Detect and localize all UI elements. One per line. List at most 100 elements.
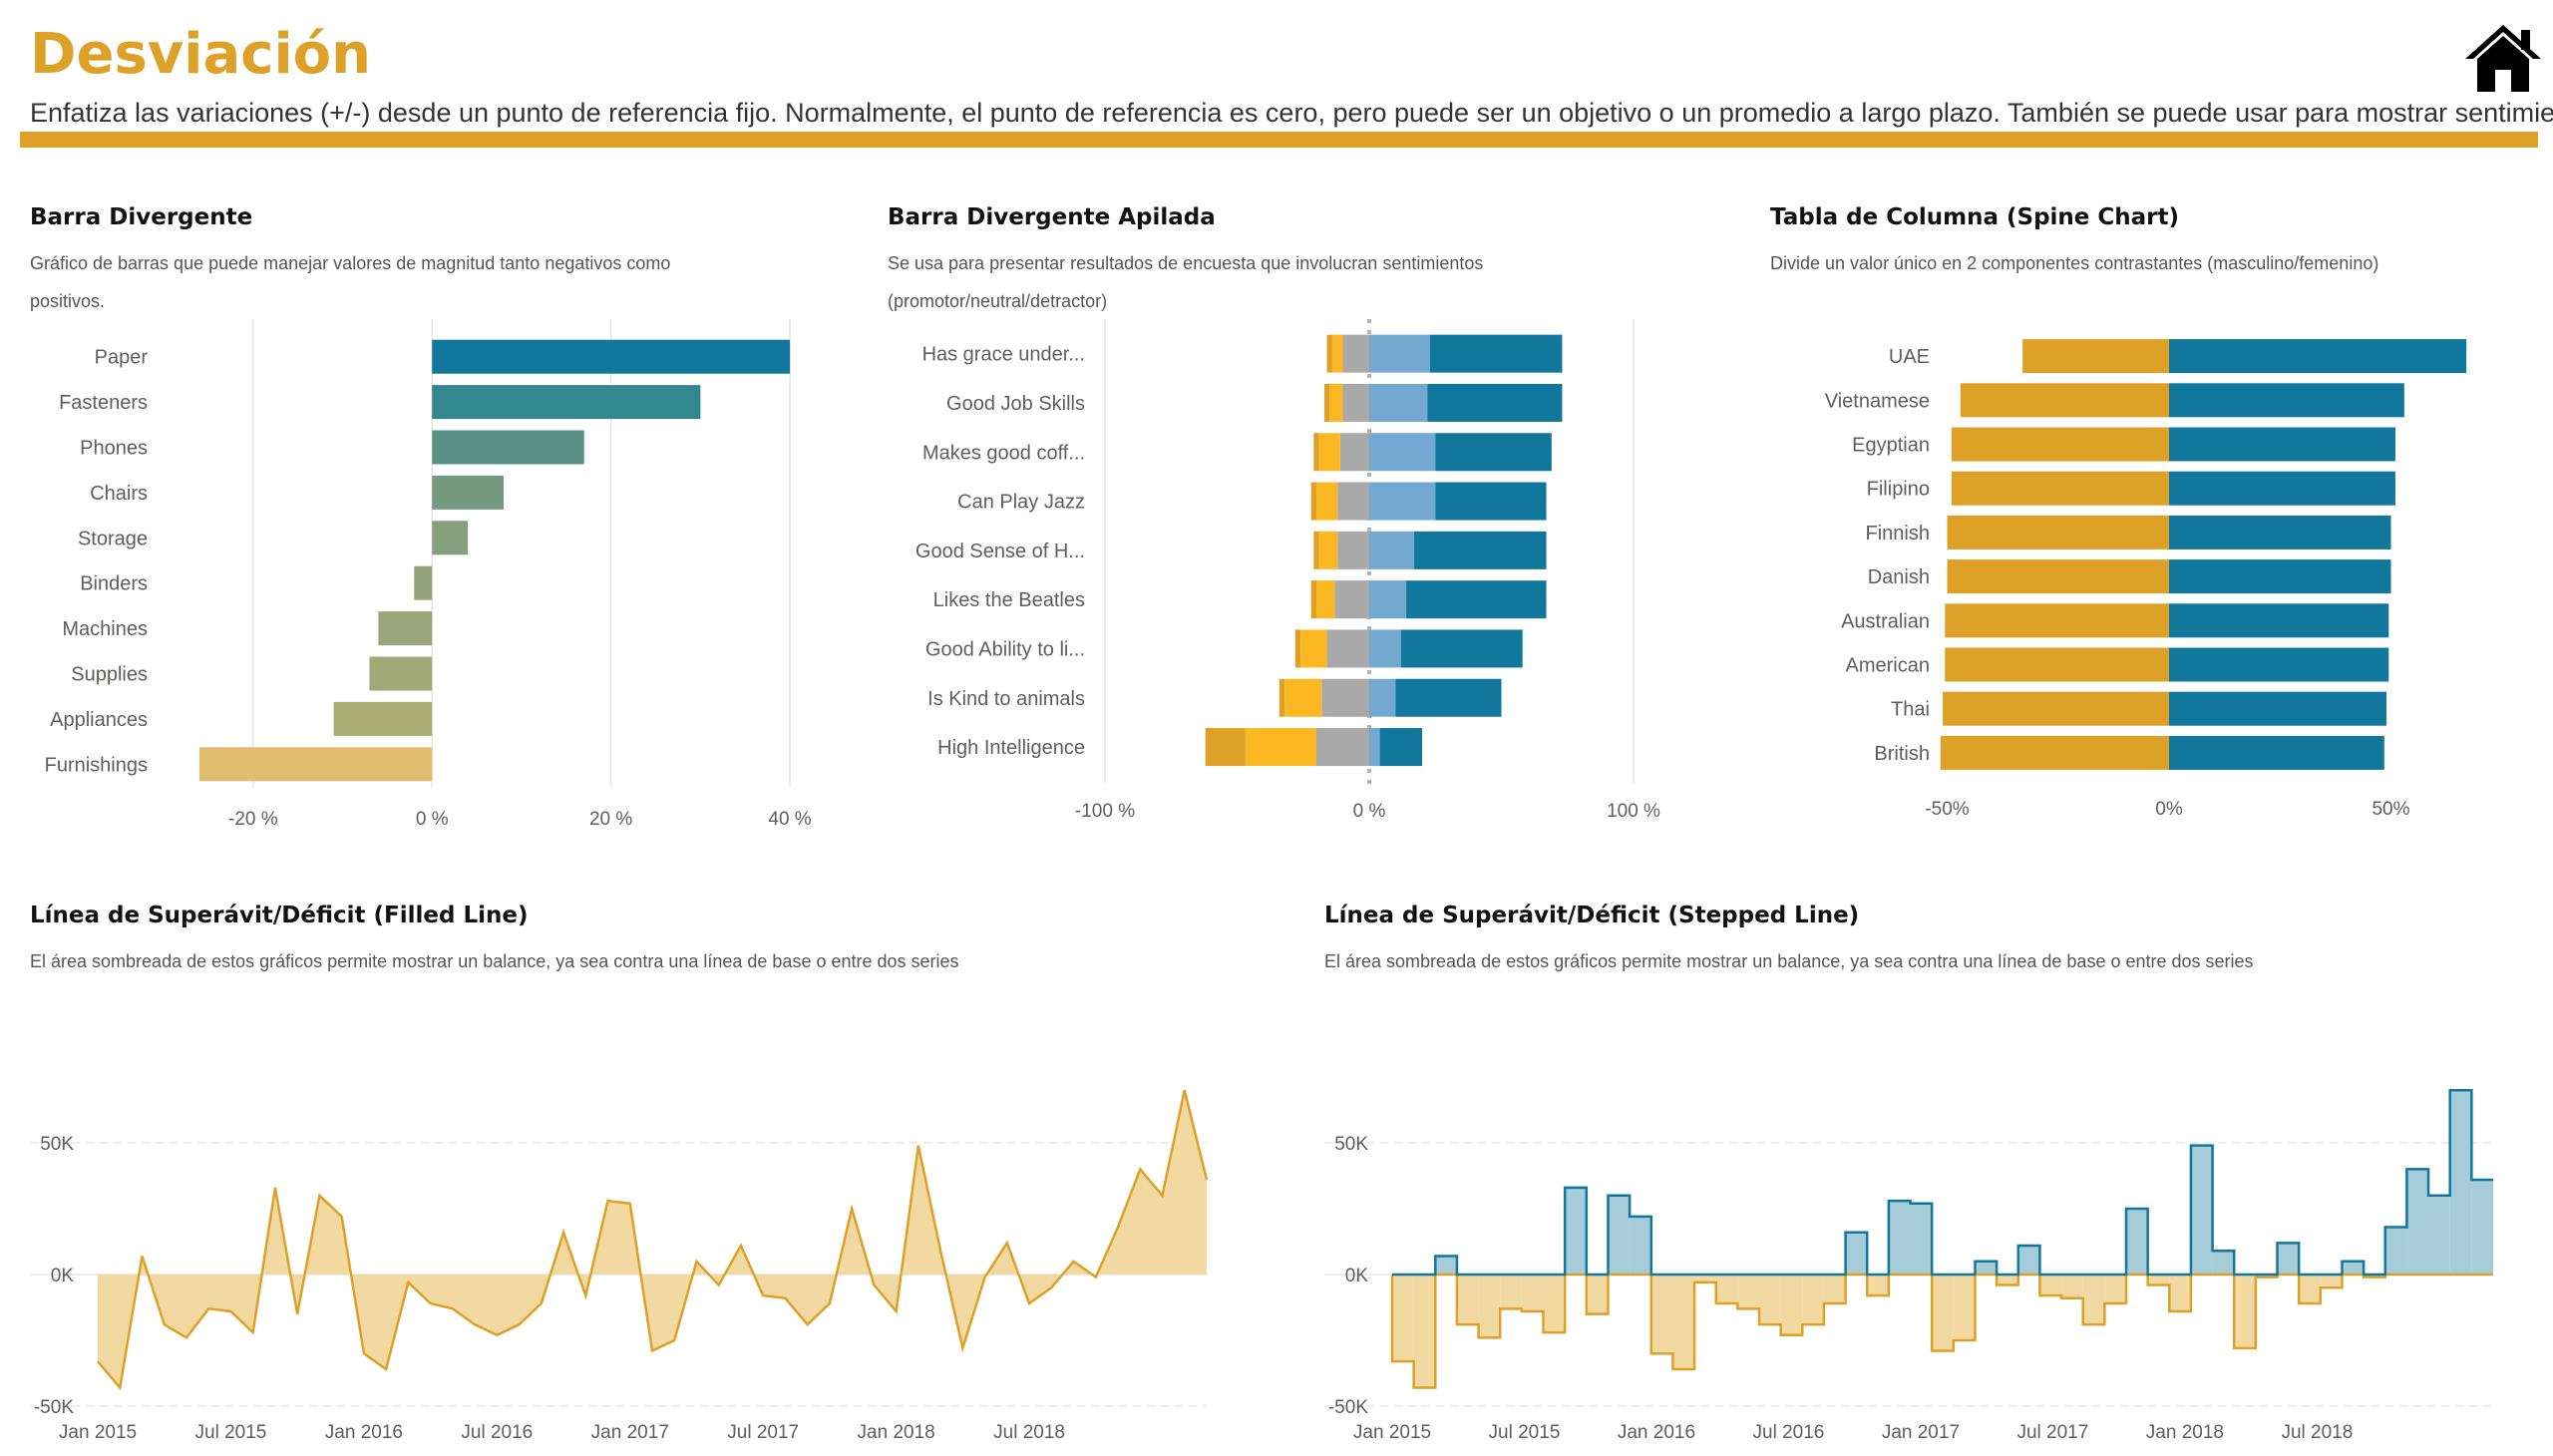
bar-segment [2022,339,2169,374]
panel-title: Línea de Superávit/Déficit (Filled Line) [30,903,529,928]
panel-spine-chart: Tabla de Columna (Spine Chart) Divide un… [1770,204,2538,843]
step-fill [1867,1274,1889,1296]
step-fill [2255,1274,2278,1277]
bar-segment [1318,531,1338,569]
step-fill [2471,1179,2493,1274]
bar-segment [1951,427,2169,462]
bar [432,475,504,510]
panel-title: Barra Divergente Apilada [888,204,1216,230]
step-fill [2449,1090,2472,1274]
bar-segment [1435,433,1552,472]
step-fill [1932,1274,1954,1351]
step-fill [2299,1274,2321,1304]
bar-segment [2169,471,2395,506]
series-line [97,1089,1209,1391]
category-label: Furnishings [45,754,148,776]
bar-segment [1339,433,1369,472]
step-fill [1953,1274,1976,1340]
step-fill [1392,1274,1414,1362]
bar-segment [1369,334,1430,373]
y-tick-label: -50K [34,1397,74,1418]
diverging-bar-chart: -20 % 0 % 20 % 40 % Paper Fasteners Phones Chai… [45,319,812,830]
category-label: Appliances [50,709,148,731]
bar-segment [1945,647,2169,682]
bar-segment [1313,433,1319,472]
bar-segment [1245,728,1316,767]
bar-segment [1316,728,1369,767]
bar-segment [1369,482,1436,521]
panel-stacked-diverging-bar: Barra Divergente Apilada Se usa para pre… [888,204,1715,843]
bar-segment [1960,383,2169,418]
description-line: Se usa para presentar resultados de encu… [888,253,1484,273]
panel-title: Línea de Superávit/Déficit (Stepped Line… [1324,903,1860,928]
category-label: Good Ability to li... [925,638,1085,660]
step-fill [1737,1274,1759,1309]
category-label: Filipino [1867,479,1930,501]
category-label: Australian [1841,610,1930,632]
step-fill [1650,1274,1673,1354]
panel-stepped-line: Línea de Superávit/Déficit (Stepped Line… [1324,903,2553,1456]
step-fill [1630,1216,1651,1274]
category-label: Binders [80,573,148,595]
x-tick-label: 40 % [768,809,811,830]
bar [414,565,433,600]
home-button[interactable] [2463,22,2543,94]
description-line: El área sombreada de estos gráficos perm… [30,951,959,971]
bar [432,339,791,374]
step-fill [1802,1274,1824,1325]
y-tick-label: 0K [1345,1266,1369,1286]
bar-segment [1316,482,1338,521]
category-label: Storage [78,528,148,549]
home-icon [2465,25,2541,92]
x-tick-label: Jul 2017 [727,1422,799,1443]
step-fill [1845,1232,1868,1274]
bar-segment [1278,678,1285,717]
bar-segment [1369,531,1415,569]
x-tick-label: Jul 2017 [2016,1422,2088,1443]
bar-segment [1310,482,1316,521]
step-fill [2406,1169,2429,1274]
x-tick-label: Jul 2018 [993,1422,1065,1443]
x-tick-label: 100 % [1607,801,1660,822]
category-label: Has grace under... [922,344,1085,366]
bar-segment [1369,629,1401,668]
description-line: (promotor/neutral/detractor) [888,291,1108,311]
bar-segment [1331,334,1343,373]
step-fill [2104,1274,2126,1304]
step-fill [2126,1209,2148,1274]
bar-segment [1369,678,1396,717]
category-label: Good Job Skills [946,393,1085,415]
category-label: Is Kind to animals [927,688,1085,710]
step-fill [2342,1261,2365,1274]
bar-segment [1369,728,1380,767]
step-fill [2364,1274,2385,1277]
bar [432,430,584,465]
bar-segment [1414,531,1547,569]
step-fill [2039,1274,2062,1296]
bar-segment [1947,559,2169,594]
bar-segment [1943,691,2169,726]
bar-segment [2169,339,2467,374]
bar [369,656,433,691]
panel-title: Tabla de Columna (Spine Chart) [1770,204,2180,230]
x-tick-label: Jan 2015 [59,1422,137,1443]
category-label: Likes the Beatles [933,589,1085,611]
panel-filled-line: Línea de Superávit/Déficit (Filled Line)… [30,903,1267,1456]
x-tick-label: -100 % [1075,801,1135,822]
y-tick-label: 50K [40,1134,74,1155]
header-accent-bar [20,132,2538,148]
category-label: High Intelligence [937,737,1085,759]
category-label: Finnish [1866,523,1930,545]
step-fill [2277,1243,2300,1274]
panel-description: El área sombreada de estos gráficos perm… [30,942,959,980]
description-line: Divide un valor único en 2 componentes c… [1770,253,2379,273]
bar-segment [1435,482,1547,521]
bar-segment [1318,433,1340,472]
category-label: Egyptian [1852,435,1930,457]
step-fill [2212,1251,2235,1274]
step-fill [1910,1203,1933,1274]
category-label: Can Play Jazz [957,492,1085,514]
bar [333,701,433,736]
x-tick-label: -50% [1925,799,1969,820]
bar-segment [2169,735,2384,770]
